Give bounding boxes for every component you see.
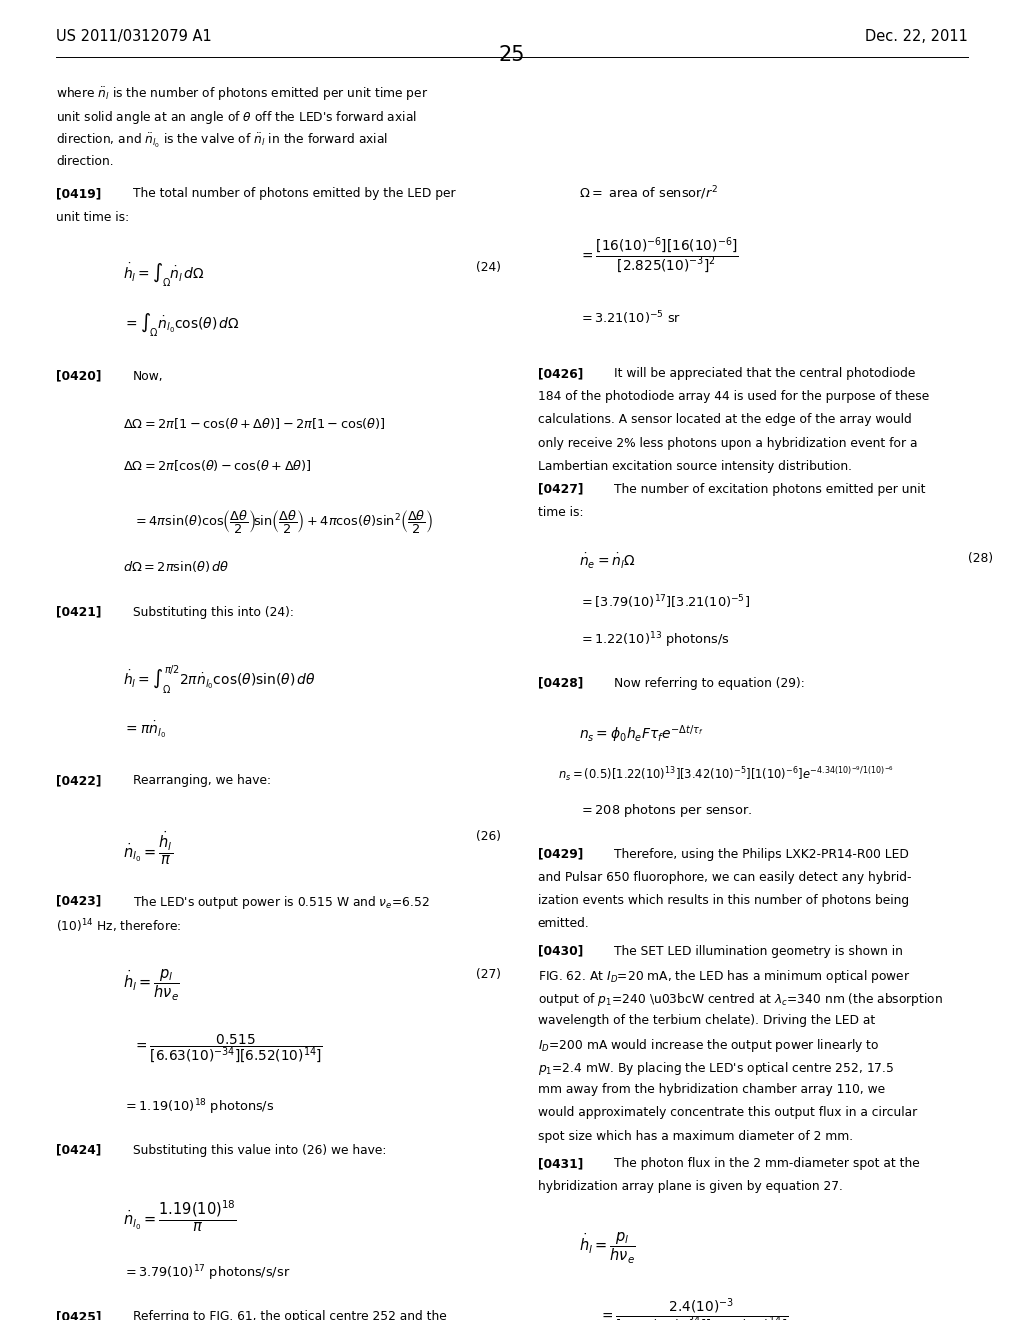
Text: [0424]: [0424] bbox=[56, 1143, 101, 1156]
Text: $\dot{n}_{l_0} = \dfrac{\dot{h}_l}{\pi}$: $\dot{n}_{l_0} = \dfrac{\dot{h}_l}{\pi}$ bbox=[123, 829, 173, 867]
Text: direction.: direction. bbox=[56, 154, 114, 168]
Text: [0419]: [0419] bbox=[56, 187, 101, 201]
Text: $\dot{n}_e = \dot{n}_l\Omega$: $\dot{n}_e = \dot{n}_l\Omega$ bbox=[579, 552, 635, 572]
Text: emitted.: emitted. bbox=[538, 917, 590, 931]
Text: $n_s = \phi_0 h_e F\tau_f e^{-\Delta t/\tau_f}$: $n_s = \phi_0 h_e F\tau_f e^{-\Delta t/\… bbox=[579, 723, 703, 744]
Text: The number of excitation photons emitted per unit: The number of excitation photons emitted… bbox=[614, 483, 926, 496]
Text: $\dot{h}_l = \int_\Omega^{\pi/2} 2\pi\dot{n}_{l_0}\cos(\theta)\sin(\theta)\,d\th: $\dot{h}_l = \int_\Omega^{\pi/2} 2\pi\do… bbox=[123, 663, 315, 696]
Text: $\Omega =$ area of sensor$/ r^2$: $\Omega =$ area of sensor$/ r^2$ bbox=[579, 185, 718, 202]
Text: [0429]: [0429] bbox=[538, 847, 583, 861]
Text: $n_s = (0.5)[1.22(10)^{13}][3.42(10)^{-5}][1(10)^{-6}]e^{-4.34(10)^{-9}/1(10)^{-: $n_s = (0.5)[1.22(10)^{13}][3.42(10)^{-5… bbox=[558, 764, 894, 784]
Text: The SET LED illumination geometry is shown in: The SET LED illumination geometry is sho… bbox=[614, 945, 903, 958]
Text: FIG. 62. At $I_D$=20 mA, the LED has a minimum optical power: FIG. 62. At $I_D$=20 mA, the LED has a m… bbox=[538, 968, 910, 985]
Text: $= 1.19(10)^{18}$ photons/s: $= 1.19(10)^{18}$ photons/s bbox=[123, 1097, 274, 1117]
Text: $d\Omega = 2\pi\sin(\theta)\,d\theta$: $d\Omega = 2\pi\sin(\theta)\,d\theta$ bbox=[123, 560, 229, 574]
Text: unit time is:: unit time is: bbox=[56, 210, 129, 223]
Text: [0431]: [0431] bbox=[538, 1158, 583, 1171]
Text: mm away from the hybridization chamber array 110, we: mm away from the hybridization chamber a… bbox=[538, 1084, 885, 1097]
Text: [0430]: [0430] bbox=[538, 945, 583, 958]
Text: $= 3.79(10)^{17}$ photons/s/sr: $= 3.79(10)^{17}$ photons/s/sr bbox=[123, 1263, 290, 1283]
Text: Substituting this value into (26) we have:: Substituting this value into (26) we hav… bbox=[133, 1143, 386, 1156]
Text: where $\it{\ddot{n}}_l$ is the number of photons emitted per unit time per: where $\it{\ddot{n}}_l$ is the number of… bbox=[56, 86, 429, 103]
Text: 184 of the photodiode array 44 is used for the purpose of these: 184 of the photodiode array 44 is used f… bbox=[538, 391, 929, 404]
Text: $= \pi\dot{n}_{l_0}$: $= \pi\dot{n}_{l_0}$ bbox=[123, 718, 166, 739]
Text: unit solid angle at an angle of $\theta$ off the LED's forward axial: unit solid angle at an angle of $\theta$… bbox=[56, 108, 417, 125]
Text: and Pulsar 650 fluorophore, we can easily detect any hybrid-: and Pulsar 650 fluorophore, we can easil… bbox=[538, 871, 911, 884]
Text: only receive 2% less photons upon a hybridization event for a: only receive 2% less photons upon a hybr… bbox=[538, 437, 918, 450]
Text: (28): (28) bbox=[968, 552, 993, 565]
Text: $= \int_\Omega \dot{n}_{l_0}\cos(\theta)\, d\Omega$: $= \int_\Omega \dot{n}_{l_0}\cos(\theta)… bbox=[123, 312, 240, 339]
Text: $= [3.79(10)^{17}][3.21(10)^{-5}]$: $= [3.79(10)^{17}][3.21(10)^{-5}]$ bbox=[579, 594, 750, 611]
Text: $= \dfrac{0.515}{[6.63(10)^{-34}][6.52(10)^{14}]}$: $= \dfrac{0.515}{[6.63(10)^{-34}][6.52(1… bbox=[133, 1032, 323, 1065]
Text: output of $p_1$=240 \u03bcW centred at $\lambda_c$=340 nm (the absorption: output of $p_1$=240 \u03bcW centred at $… bbox=[538, 991, 943, 1008]
Text: (26): (26) bbox=[476, 829, 501, 842]
Text: $\dot{h}_l = \int_\Omega \dot{n}_l\, d\Omega$: $\dot{h}_l = \int_\Omega \dot{n}_l\, d\O… bbox=[123, 261, 205, 289]
Text: wavelength of the terbium chelate). Driving the LED at: wavelength of the terbium chelate). Driv… bbox=[538, 1014, 874, 1027]
Text: calculations. A sensor located at the edge of the array would: calculations. A sensor located at the ed… bbox=[538, 413, 911, 426]
Text: ization events which results in this number of photons being: ization events which results in this num… bbox=[538, 894, 908, 907]
Text: $I_D$=200 mA would increase the output power linearly to: $I_D$=200 mA would increase the output p… bbox=[538, 1038, 879, 1055]
Text: hybridization array plane is given by equation 27.: hybridization array plane is given by eq… bbox=[538, 1180, 843, 1193]
Text: direction, and $\it{\ddot{n}}_{l_0}$ is the valve of $\it{\ddot{n}}_l$ in the fo: direction, and $\it{\ddot{n}}_{l_0}$ is … bbox=[56, 132, 388, 150]
Text: Dec. 22, 2011: Dec. 22, 2011 bbox=[865, 29, 968, 44]
Text: The photon flux in the 2 mm-diameter spot at the: The photon flux in the 2 mm-diameter spo… bbox=[614, 1158, 921, 1171]
Text: Rearranging, we have:: Rearranging, we have: bbox=[133, 774, 271, 787]
Text: (27): (27) bbox=[476, 968, 501, 981]
Text: time is:: time is: bbox=[538, 506, 583, 519]
Text: $= \dfrac{2.4(10)^{-3}}{[6.63(10)^{-34}][8.82(10)^{14}]}$: $= \dfrac{2.4(10)^{-3}}{[6.63(10)^{-34}]… bbox=[599, 1296, 788, 1320]
Text: $(10)^{14}$ Hz, therefore:: $(10)^{14}$ Hz, therefore: bbox=[56, 917, 182, 935]
Text: [0422]: [0422] bbox=[56, 774, 101, 787]
Text: [0421]: [0421] bbox=[56, 606, 101, 619]
Text: [0420]: [0420] bbox=[56, 370, 101, 383]
Text: Now,: Now, bbox=[133, 370, 164, 383]
Text: $\dot{h}_l = \dfrac{p_l}{h\nu_e}$: $\dot{h}_l = \dfrac{p_l}{h\nu_e}$ bbox=[123, 968, 180, 1003]
Text: $= 1.22(10)^{13}$ photons/s: $= 1.22(10)^{13}$ photons/s bbox=[579, 631, 729, 651]
Text: [0426]: [0426] bbox=[538, 367, 583, 380]
Text: It will be appreciated that the central photodiode: It will be appreciated that the central … bbox=[614, 367, 915, 380]
Text: [0427]: [0427] bbox=[538, 483, 583, 496]
Text: $\Delta\Omega = 2\pi[1-\cos(\theta+\Delta\theta)] - 2\pi[1-\cos(\theta)]$: $\Delta\Omega = 2\pi[1-\cos(\theta+\Delt… bbox=[123, 416, 386, 432]
Text: Therefore, using the Philips LXK2-PR14-R00 LED: Therefore, using the Philips LXK2-PR14-R… bbox=[614, 847, 909, 861]
Text: $\dot{n}_{l_0} = \dfrac{1.19(10)^{18}}{\pi}$: $\dot{n}_{l_0} = \dfrac{1.19(10)^{18}}{\… bbox=[123, 1199, 237, 1234]
Text: $= 3.21(10)^{-5}$ sr: $= 3.21(10)^{-5}$ sr bbox=[579, 310, 681, 327]
Text: [0425]: [0425] bbox=[56, 1309, 101, 1320]
Text: Lambertian excitation source intensity distribution.: Lambertian excitation source intensity d… bbox=[538, 459, 852, 473]
Text: Substituting this into (24):: Substituting this into (24): bbox=[133, 606, 294, 619]
Text: The LED's output power is 0.515 W and $\nu_e$=6.52: The LED's output power is 0.515 W and $\… bbox=[133, 894, 430, 911]
Text: $= \dfrac{[16(10)^{-6}][16(10)^{-6}]}{[2.825(10)^{-3}]^2}$: $= \dfrac{[16(10)^{-6}][16(10)^{-6}]}{[2… bbox=[579, 235, 738, 276]
Text: [0423]: [0423] bbox=[56, 894, 101, 907]
Text: $p_1$=2.4 mW. By placing the LED's optical centre 252, 17.5: $p_1$=2.4 mW. By placing the LED's optic… bbox=[538, 1060, 894, 1077]
Text: The total number of photons emitted by the LED per: The total number of photons emitted by t… bbox=[133, 187, 456, 201]
Text: would approximately concentrate this output flux in a circular: would approximately concentrate this out… bbox=[538, 1106, 916, 1119]
Text: spot size which has a maximum diameter of 2 mm.: spot size which has a maximum diameter o… bbox=[538, 1130, 853, 1143]
Text: $= 208$ photons per sensor.: $= 208$ photons per sensor. bbox=[579, 801, 752, 818]
Text: $\dot{h}_l = \dfrac{p_l}{h\nu_e}$: $\dot{h}_l = \dfrac{p_l}{h\nu_e}$ bbox=[579, 1232, 636, 1266]
Text: $\Delta\Omega = 2\pi[\cos(\theta)-\cos(\theta+\Delta\theta)]$: $\Delta\Omega = 2\pi[\cos(\theta)-\cos(\… bbox=[123, 458, 311, 473]
Text: [0428]: [0428] bbox=[538, 677, 583, 690]
Text: Referring to FIG. 61, the optical centre 252 and the: Referring to FIG. 61, the optical centre… bbox=[133, 1309, 446, 1320]
Text: 25: 25 bbox=[499, 45, 525, 65]
Text: US 2011/0312079 A1: US 2011/0312079 A1 bbox=[56, 29, 212, 44]
Text: Now referring to equation (29):: Now referring to equation (29): bbox=[614, 677, 805, 690]
Text: $= 4\pi\sin(\theta)\cos\!\left(\dfrac{\Delta\theta}{2}\right)\!\sin\!\left(\dfra: $= 4\pi\sin(\theta)\cos\!\left(\dfrac{\D… bbox=[133, 508, 433, 536]
Text: (24): (24) bbox=[476, 261, 501, 275]
